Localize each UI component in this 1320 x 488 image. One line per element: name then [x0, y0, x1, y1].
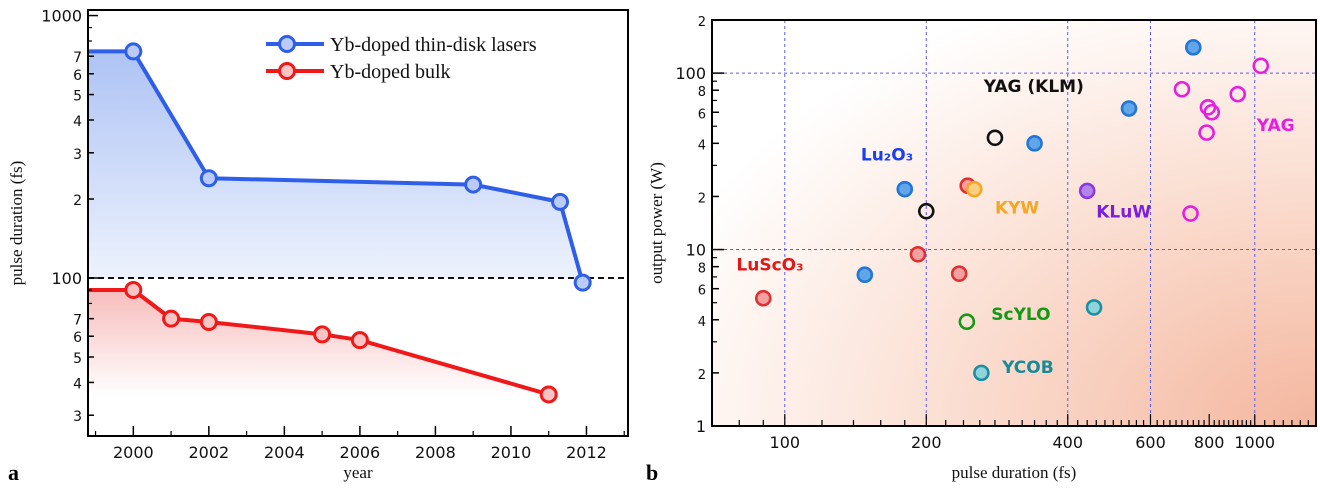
point-yag-0	[1173, 80, 1191, 98]
y-tick-label: 4	[73, 114, 82, 130]
point-kyw-0	[965, 180, 983, 198]
point-lusco3-1	[909, 245, 927, 263]
point-lu2o3-3	[1120, 100, 1138, 117]
panel-b: 100 200 400 600 800 1000 1 2 4 6 8 10 2 4 6 8 100 2 pulse …	[646, 15, 1317, 485]
point-yag-4	[1252, 57, 1270, 75]
point-ycob-1	[1085, 299, 1103, 316]
group-label-yag: YAG	[1256, 116, 1295, 136]
series-1-point-5	[350, 331, 369, 350]
y-tick-label: 1	[696, 417, 706, 436]
group-label-ycob: YCOB	[1001, 358, 1054, 378]
point-lu2o3-4	[1184, 39, 1202, 56]
y-axis-label: output power (W)	[647, 162, 666, 284]
x-tick-label: 2002	[188, 443, 229, 462]
series-0-point-1	[124, 42, 143, 61]
y-tick-label: 7	[73, 50, 82, 66]
series-fill-0	[88, 51, 583, 283]
x-tick-label: 2004	[264, 443, 305, 462]
point-lu2o3-2	[1026, 135, 1043, 152]
y-tick-label: 5	[73, 89, 82, 105]
y-tick-label: 1000	[41, 7, 82, 26]
x-tick-label: 800	[1194, 433, 1225, 452]
point-lu2o3-1	[896, 180, 914, 198]
panel-label-a: a	[8, 460, 19, 485]
legend-marker-1	[278, 62, 296, 80]
legend-label-0: Yb-doped thin-disk lasers	[330, 34, 537, 56]
y-tick-label: 2	[698, 15, 706, 30]
x-tick-label: 2000	[113, 443, 154, 462]
point-yag-klm--0	[917, 202, 935, 220]
y-tick-label: 6	[73, 330, 82, 346]
point-yag-2	[1198, 124, 1215, 141]
legend-label-1: Yb-doped bulk	[330, 61, 451, 83]
y-tick-label: 4	[698, 138, 706, 153]
point-yag-klm--1	[986, 129, 1004, 147]
group-label-scylo: ScYLO	[991, 305, 1050, 325]
series-1-point-1	[124, 281, 143, 300]
group-label-kluw: KLuW	[1096, 202, 1151, 222]
series-1-point-6	[539, 385, 558, 404]
y-tick-label: 6	[698, 107, 706, 122]
y-tick-label: 8	[698, 85, 706, 100]
point-lu2o3-0	[856, 266, 874, 284]
point-lusco3-2	[950, 265, 968, 282]
y-tick-label: 10	[686, 241, 706, 260]
series-0-point-2	[199, 169, 218, 188]
y-tick-label: 2	[698, 368, 706, 383]
x-tick-label: 100	[770, 433, 801, 452]
x-axis-label: year	[343, 463, 373, 482]
series-fill-1	[88, 290, 549, 396]
series-1-point-3	[199, 312, 218, 331]
y-tick-label: 3	[73, 409, 82, 425]
x-tick-label: 2006	[340, 443, 381, 462]
point-yag-6	[1182, 205, 1199, 222]
panel-label-b: b	[646, 460, 658, 485]
panel-a-frame	[87, 9, 629, 437]
series-0-point-5	[573, 273, 592, 292]
y-tick-label: 4	[698, 315, 706, 330]
group-label-yag-klm-: YAG (KLM)	[983, 77, 1084, 97]
y-tick-label: 6	[698, 284, 706, 299]
x-tick-label: 400	[1052, 433, 1083, 452]
x-tick-label: 1000	[1234, 433, 1275, 452]
point-kluw-0	[1078, 182, 1096, 200]
group-label-kyw: KYW	[995, 199, 1039, 219]
y-tick-label: 4	[73, 376, 82, 392]
group-label-lusco3: LuScO₃	[736, 256, 803, 276]
x-axis-label: pulse duration (fs)	[952, 463, 1077, 482]
point-ycob-0	[973, 364, 990, 382]
y-tick-label: 5	[73, 351, 82, 367]
point-scylo-0	[958, 313, 976, 331]
x-tick-label: 2012	[566, 443, 607, 462]
panel-b-background	[712, 20, 1316, 426]
y-tick-label: 8	[698, 262, 706, 277]
group-label-lu2o3: Lu₂O₃	[861, 145, 913, 165]
legend-marker-0	[278, 35, 296, 53]
series-1-point-4	[313, 325, 332, 344]
series-0-point-3	[464, 175, 483, 194]
y-tick-label: 2	[73, 193, 82, 209]
series-0-point-4	[551, 192, 570, 211]
x-tick-label: 600	[1135, 433, 1166, 452]
y-tick-label: 3	[73, 147, 82, 163]
x-tick-label: 2008	[415, 443, 456, 462]
y-tick-label: 7	[73, 313, 82, 329]
y-tick-label: 100	[51, 269, 82, 288]
point-yag-5	[1229, 85, 1247, 103]
panel-b-frame	[711, 19, 1317, 427]
point-yag-3	[1203, 103, 1221, 121]
y-axis-label: pulse duration (fs)	[7, 161, 26, 286]
y-tick-label: 2	[698, 191, 706, 206]
x-tick-label: 200	[911, 433, 942, 452]
point-lusco3-0	[754, 289, 772, 307]
x-tick-label: 2010	[491, 443, 532, 462]
y-tick-label: 100	[675, 64, 706, 83]
series-1-point-2	[162, 309, 181, 328]
y-tick-label: 6	[73, 68, 82, 84]
